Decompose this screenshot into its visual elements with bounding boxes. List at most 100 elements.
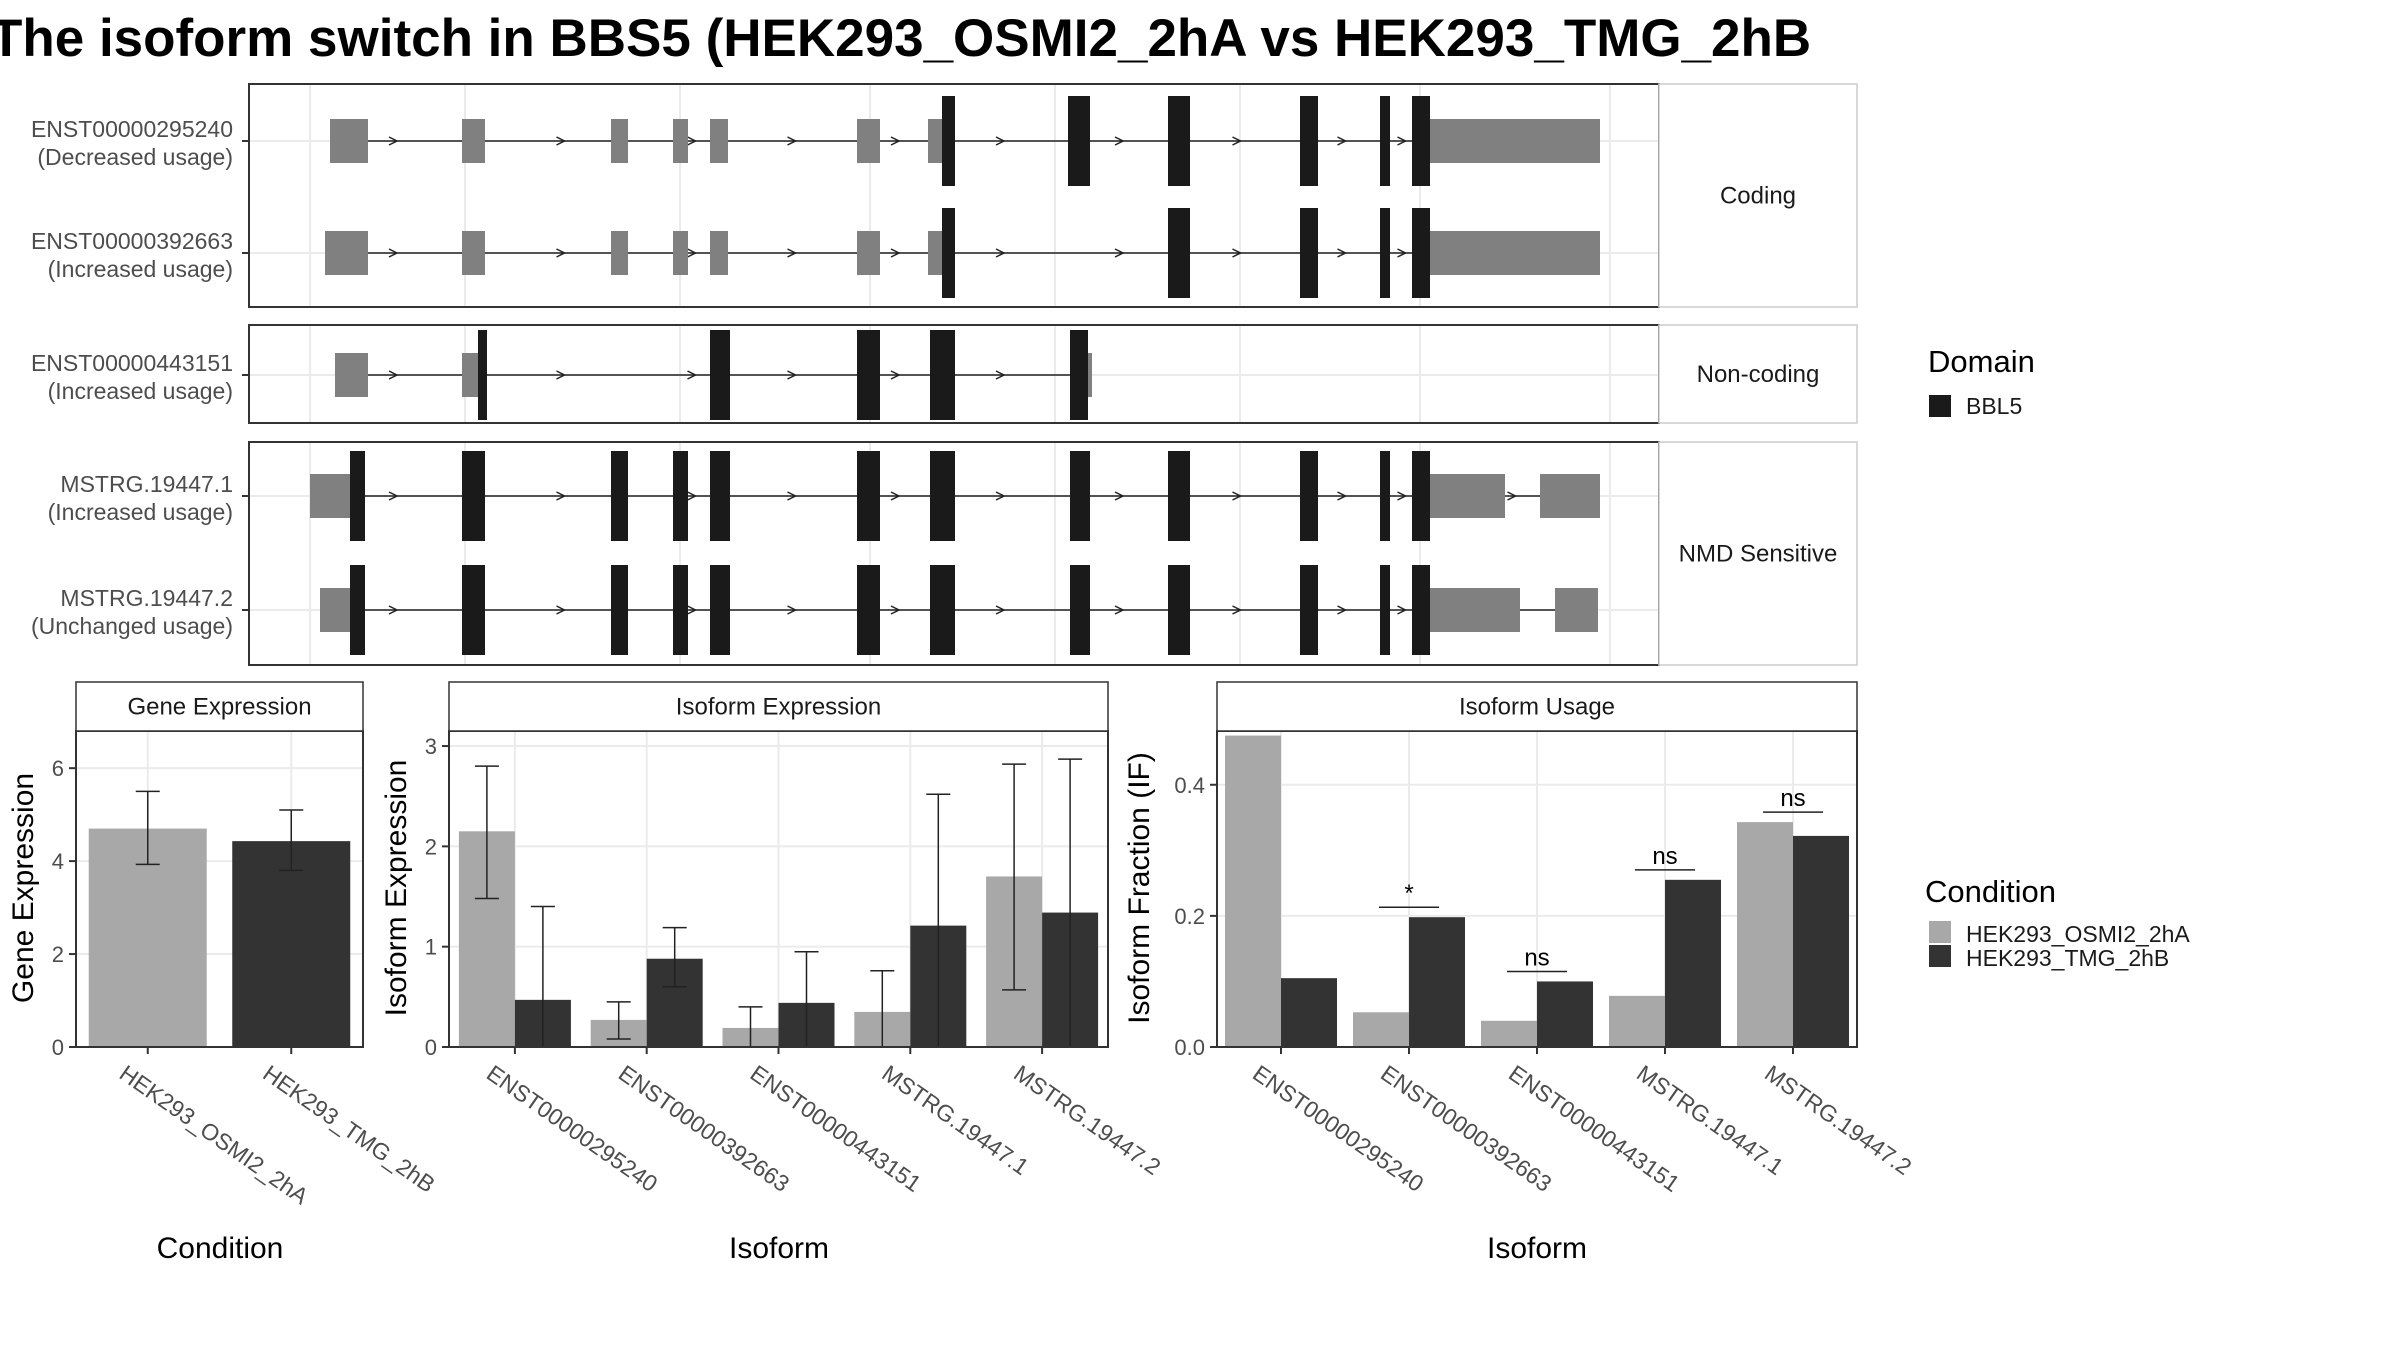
domain-exon (857, 565, 880, 655)
domain-exon (611, 565, 628, 655)
y-axis-title: Isoform Fraction (IF) (1123, 752, 1156, 1024)
intron-arrow (1337, 248, 1348, 258)
domain-exon (1412, 208, 1430, 298)
intron-arrow (1337, 605, 1348, 615)
bar (1537, 981, 1593, 1047)
chart-title: Gene Expression (127, 694, 311, 721)
y-tick-label: 0 (425, 1035, 437, 1060)
y-tick-label: 2 (52, 942, 64, 967)
structure-group-label: Coding (1720, 183, 1796, 210)
utr-exon (462, 119, 485, 163)
domain-exon (1412, 451, 1430, 541)
intron-arrow (556, 248, 567, 258)
intron-arrow (388, 136, 399, 146)
domain-exon (1070, 451, 1090, 541)
intron-arrow (1114, 248, 1125, 258)
utr-exon (611, 119, 628, 163)
utr-exon (462, 353, 478, 397)
domain-exon (1380, 96, 1390, 186)
intron-arrow (1114, 491, 1125, 501)
intron-arrow (556, 605, 567, 615)
intron-arrow (787, 136, 798, 146)
domain-exon (611, 451, 628, 541)
domain-exon (1168, 208, 1190, 298)
chart-title: Isoform Expression (676, 694, 881, 721)
transcript-name: MSTRG.19447.2 (60, 585, 233, 611)
significance-label: ns (1524, 944, 1549, 971)
chart-strip (75, 681, 364, 732)
chart-strip (1216, 681, 1858, 732)
domain-exon (857, 330, 880, 420)
domain-legend-label: BBL5 (1966, 393, 2022, 419)
domain-exon (350, 451, 365, 541)
significance-label: * (1404, 880, 1413, 907)
utr-exon (330, 119, 368, 163)
intron-arrow (556, 370, 567, 380)
significance-label: ns (1780, 785, 1805, 812)
intron-arrow (687, 605, 698, 615)
y-tick-label: 1 (425, 935, 437, 960)
intron-arrow (687, 491, 698, 501)
intron-arrow (388, 248, 399, 258)
transcript-usage: (Increased usage) (48, 256, 233, 282)
domain-exon (1168, 451, 1190, 541)
domain-exon (478, 330, 487, 420)
bar (1281, 978, 1337, 1047)
domain-exon (1168, 96, 1190, 186)
bar (1409, 917, 1465, 1047)
intron-arrow (1232, 605, 1243, 615)
utr-exon (857, 231, 880, 275)
structure-strip (1658, 324, 1858, 424)
intron-arrow (995, 491, 1006, 501)
utr-exon (1540, 474, 1600, 518)
intron-arrow (890, 248, 901, 258)
intron-arrow (1232, 248, 1243, 258)
structure-strip (1658, 441, 1858, 666)
intron-arrow (1232, 491, 1243, 501)
utr-exon (1088, 353, 1092, 397)
transcript-usage: (Increased usage) (48, 378, 233, 404)
intron-arrow (556, 136, 567, 146)
domain-exon (1070, 565, 1090, 655)
intron-arrow (1114, 136, 1125, 146)
intron-arrow (787, 491, 798, 501)
condition-legend-label: HEK293_TMG_2hB (1966, 945, 2169, 971)
intron-arrow (687, 248, 698, 258)
intron-arrow (1232, 136, 1243, 146)
structure-group-label: Non-coding (1697, 361, 1820, 388)
transcript-name: ENST00000443151 (31, 350, 233, 376)
charts: Gene Expression0246HEK293_OSMI2_2hAHEK29… (7, 681, 1916, 1265)
chart-2: Isoform Expression0123ENST00000295240ENS… (380, 681, 1166, 1265)
intron-arrow (890, 136, 901, 146)
domain-exon (1412, 96, 1430, 186)
intron-arrow (890, 605, 901, 615)
y-tick-label: 0.4 (1174, 773, 1205, 798)
intron-arrow (995, 605, 1006, 615)
transcript-usage: (Increased usage) (48, 499, 233, 525)
chart-1: Gene Expression0246HEK293_OSMI2_2hAHEK29… (7, 681, 440, 1265)
utr-exon (310, 474, 350, 518)
domain-legend: Domain BBL5 (1928, 344, 2035, 419)
bar (1665, 879, 1721, 1047)
y-axis-title: Gene Expression (7, 773, 40, 1003)
significance-label: ns (1652, 843, 1677, 870)
y-tick-label: 6 (52, 756, 64, 781)
y-tick-label: 0.2 (1174, 904, 1205, 929)
utr-exon (857, 119, 880, 163)
intron-arrow (1397, 136, 1408, 146)
condition-legend-title: Condition (1925, 874, 2056, 909)
domain-exon (462, 451, 485, 541)
domain-exon (673, 451, 688, 541)
bar (1481, 1020, 1537, 1047)
intron-arrow (687, 370, 698, 380)
utr-exon (1430, 231, 1600, 275)
utr-exon (710, 119, 728, 163)
domain-exon (1380, 208, 1390, 298)
domain-exon (1300, 208, 1318, 298)
utr-exon (1430, 588, 1520, 632)
transcript-usage: (Unchanged usage) (31, 613, 233, 639)
y-tick-label: 3 (425, 734, 437, 759)
intron-arrow (995, 370, 1006, 380)
intron-arrow (556, 491, 567, 501)
domain-exon (1380, 565, 1390, 655)
